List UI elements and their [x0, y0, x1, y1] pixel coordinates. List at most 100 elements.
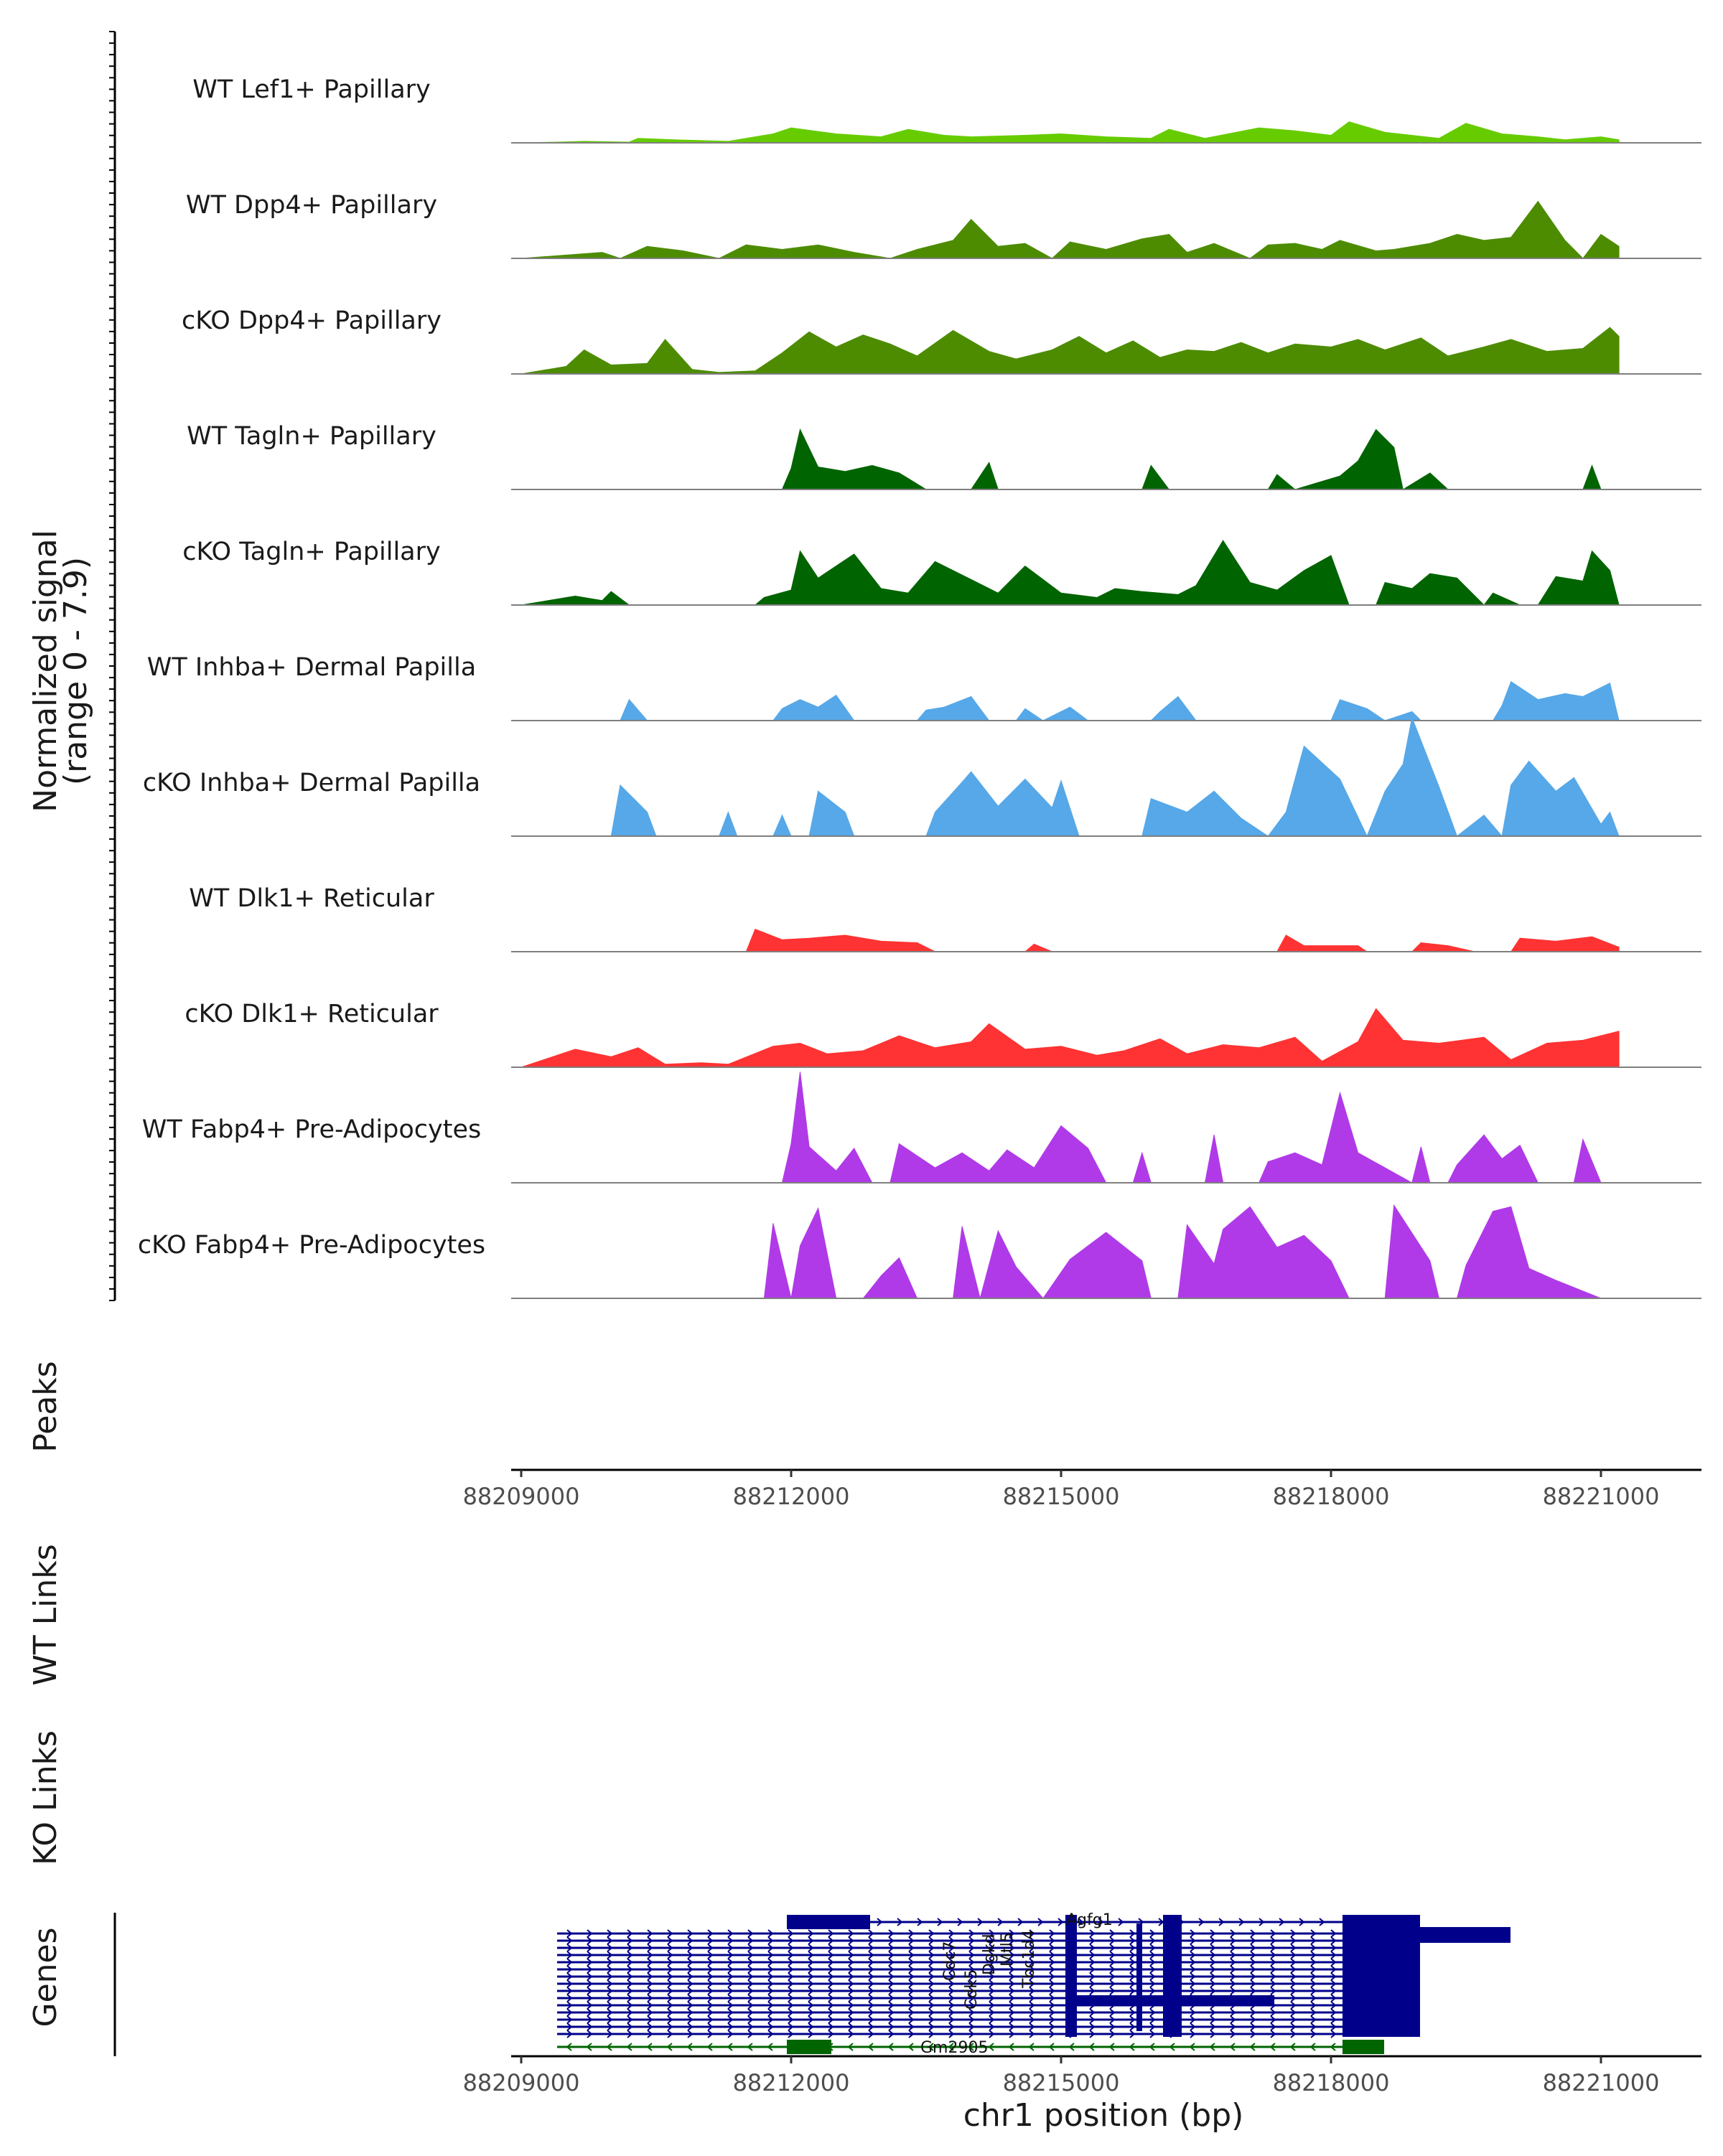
strand-chevron — [1250, 1972, 1256, 1981]
strand-chevron — [848, 1994, 854, 2002]
strand-chevron — [607, 1987, 613, 1995]
strand-chevron — [1310, 2015, 1317, 2024]
strand-chevron — [868, 2008, 874, 2017]
strand-chevron — [727, 1958, 734, 1967]
strand-chevron — [808, 1972, 814, 1981]
signal-area — [521, 716, 1620, 838]
strand-chevron — [877, 1918, 883, 1926]
strand-chevron — [1098, 1918, 1104, 1926]
strand-chevron — [647, 1994, 653, 2002]
strand-chevron — [667, 2023, 673, 2031]
strand-chevron — [607, 1979, 613, 1988]
strand-chevron — [1029, 1972, 1035, 1981]
strand-chevron — [727, 1951, 734, 1959]
strand-chevron — [868, 1987, 874, 1995]
track-7: WT Dlk1+ Reticular — [189, 884, 1701, 952]
strand-chevron — [1009, 2008, 1015, 2017]
x-axis-title: chr1 position (bp) — [963, 2097, 1244, 2134]
strand-chevron — [1129, 1951, 1136, 1959]
strand-chevron — [1310, 2001, 1317, 2010]
strand-chevron — [928, 1951, 935, 1959]
strand-chevron — [1210, 1944, 1216, 1952]
strand-chevron — [1190, 1944, 1196, 1952]
strand-chevron — [1118, 1918, 1124, 1926]
strand-chevron — [1210, 2015, 1216, 2024]
strand-chevron — [727, 1994, 734, 2002]
strand-chevron — [948, 2008, 955, 2017]
strand-chevron — [587, 1958, 593, 1967]
strand-chevron — [667, 2008, 673, 2017]
strand-chevron — [727, 1965, 734, 1974]
track-label: cKO Fabp4+ Pre-Adipocytes — [138, 1231, 485, 1260]
x-tick-label: 88212000 — [733, 1483, 850, 1510]
strand-chevron — [1230, 1944, 1236, 1952]
strand-chevron — [687, 1951, 694, 1959]
strand-chevron — [1009, 2023, 1015, 2031]
strand-chevron — [1310, 1965, 1317, 1974]
signal-axis — [109, 31, 116, 1301]
genes-panel-label: Genes — [27, 1927, 64, 2027]
strand-chevron — [647, 1979, 653, 1988]
track-label: WT Inhba+ Dermal Papilla — [147, 653, 476, 682]
strand-chevron — [1029, 2023, 1035, 2031]
strand-chevron — [747, 1944, 754, 1952]
strand-chevron — [667, 1929, 673, 1938]
strand-chevron — [1009, 2030, 1015, 2038]
strand-chevron — [868, 2030, 874, 2038]
strand-chevron — [1290, 1944, 1297, 1952]
strand-chevron — [1049, 1944, 1055, 1952]
strand-chevron — [727, 1979, 734, 1988]
strand-chevron — [848, 1944, 854, 1952]
strand-chevron — [1310, 1972, 1317, 1981]
strand-chevron — [747, 1929, 754, 1938]
strand-chevron — [687, 1944, 694, 1952]
strand-chevron — [707, 2015, 714, 2024]
strand-chevron — [908, 1987, 915, 1995]
strand-chevron — [1230, 1951, 1236, 1959]
strand-chevron — [767, 1994, 774, 2002]
strand-chevron — [968, 1944, 975, 1952]
strand-chevron — [747, 2015, 754, 2024]
strand-chevron — [908, 1944, 915, 1952]
strand-chevron — [566, 1936, 573, 1945]
strand-chevron — [667, 2030, 673, 2038]
strand-chevron — [888, 2023, 895, 2031]
strand-chevron — [767, 1979, 774, 1988]
strand-chevron — [1109, 2023, 1116, 2031]
strand-chevron — [747, 2023, 754, 2031]
strand-chevron — [1230, 1965, 1236, 1974]
strand-chevron — [627, 1979, 633, 1988]
strand-chevron — [788, 2001, 794, 2010]
strand-chevron — [1198, 1918, 1205, 1926]
strand-chevron — [1330, 1951, 1337, 1959]
strand-chevron — [1049, 1987, 1055, 1995]
strand-chevron — [687, 1979, 694, 1988]
x-tick-label: 88209000 — [463, 1483, 580, 1510]
strand-chevron — [1089, 2008, 1096, 2017]
strand-chevron — [1029, 1944, 1035, 1952]
strand-chevron — [888, 1965, 895, 1974]
strand-chevron — [1299, 1918, 1305, 1926]
strand-chevron — [1210, 1979, 1216, 1988]
strand-chevron — [1049, 1979, 1055, 1988]
strand-chevron — [647, 1929, 653, 1938]
strand-chevron — [1259, 1918, 1265, 1926]
strand-chevron — [627, 1994, 633, 2002]
strand-chevron — [1230, 2023, 1236, 2031]
strand-chevron — [1129, 2008, 1136, 2017]
strand-chevron — [868, 1972, 874, 1981]
strand-chevron — [908, 1972, 915, 1981]
strand-chevron — [848, 2030, 854, 2038]
strand-chevron — [647, 2001, 653, 2010]
strand-chevron — [587, 1951, 593, 1959]
track-label: cKO Inhba+ Dermal Papilla — [143, 769, 480, 797]
strand-chevron — [948, 2001, 955, 2010]
strand-chevron — [1290, 1965, 1297, 1974]
strand-chevron — [687, 2030, 694, 2038]
strand-chevron — [888, 1951, 895, 1959]
strand-chevron — [1129, 2015, 1136, 2024]
strand-chevron — [848, 1951, 854, 1959]
strand-chevron — [968, 1936, 975, 1945]
genes-x-axis: 88209000 88212000 88215000 88218000 88221000 — [463, 2055, 1701, 2096]
strand-chevron — [1129, 1944, 1136, 1952]
